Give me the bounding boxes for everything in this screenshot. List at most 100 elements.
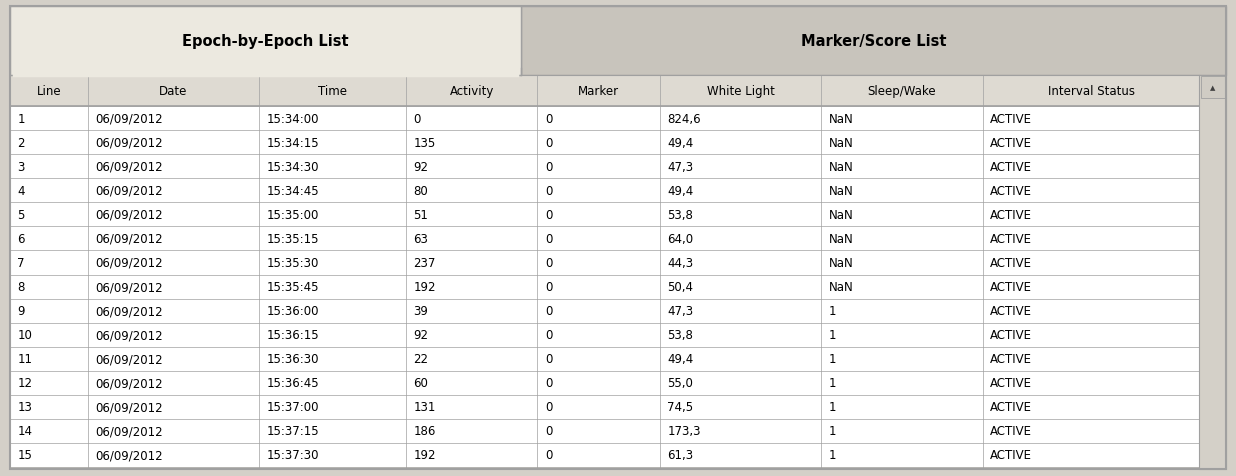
- Text: 1: 1: [828, 328, 837, 341]
- Text: 5: 5: [17, 208, 25, 221]
- Text: 44,3: 44,3: [667, 257, 693, 269]
- Text: ACTIVE: ACTIVE: [990, 112, 1032, 125]
- Bar: [10, 131, 1199, 155]
- Text: 47,3: 47,3: [667, 305, 693, 317]
- Bar: [10, 107, 1199, 131]
- Text: 186: 186: [413, 425, 435, 437]
- Text: ACTIVE: ACTIVE: [990, 137, 1032, 149]
- Text: 06/09/2012: 06/09/2012: [95, 377, 163, 389]
- Bar: [10, 323, 1199, 347]
- Text: 51: 51: [413, 208, 428, 221]
- Text: 1: 1: [828, 448, 837, 462]
- Text: ACTIVE: ACTIVE: [990, 353, 1032, 366]
- Text: 80: 80: [413, 184, 428, 198]
- Text: NaN: NaN: [828, 112, 854, 125]
- Text: 9: 9: [17, 305, 25, 317]
- Text: 49,4: 49,4: [667, 184, 693, 198]
- Text: ACTIVE: ACTIVE: [990, 160, 1032, 173]
- Text: ▲: ▲: [1210, 85, 1215, 91]
- Text: NaN: NaN: [828, 137, 854, 149]
- Text: 15: 15: [17, 448, 32, 462]
- Text: Marker/Score List: Marker/Score List: [801, 34, 946, 49]
- Text: 15:35:15: 15:35:15: [267, 232, 319, 246]
- Text: 0: 0: [545, 232, 552, 246]
- Text: 1: 1: [828, 377, 837, 389]
- Text: 10: 10: [17, 328, 32, 341]
- Text: 49,4: 49,4: [667, 353, 693, 366]
- Text: NaN: NaN: [828, 280, 854, 293]
- Text: 06/09/2012: 06/09/2012: [95, 305, 163, 317]
- Text: 0: 0: [413, 112, 420, 125]
- Bar: [10, 275, 1199, 299]
- Text: ACTIVE: ACTIVE: [990, 400, 1032, 414]
- Bar: [10, 76, 1226, 469]
- Text: ACTIVE: ACTIVE: [990, 448, 1032, 462]
- Text: ACTIVE: ACTIVE: [990, 328, 1032, 341]
- Text: 1: 1: [17, 112, 25, 125]
- Text: 13: 13: [17, 400, 32, 414]
- Text: Activity: Activity: [450, 85, 494, 98]
- Bar: [10, 443, 1199, 467]
- Bar: [10, 347, 1199, 371]
- Text: 06/09/2012: 06/09/2012: [95, 184, 163, 198]
- Text: 74,5: 74,5: [667, 400, 693, 414]
- Text: 173,3: 173,3: [667, 425, 701, 437]
- Text: 15:34:30: 15:34:30: [267, 160, 319, 173]
- Text: NaN: NaN: [828, 208, 854, 221]
- Text: 0: 0: [545, 328, 552, 341]
- Text: ACTIVE: ACTIVE: [990, 232, 1032, 246]
- Text: 11: 11: [17, 353, 32, 366]
- Text: 64,0: 64,0: [667, 232, 693, 246]
- Text: 6: 6: [17, 232, 25, 246]
- Text: 14: 14: [17, 425, 32, 437]
- Text: 0: 0: [545, 160, 552, 173]
- Bar: [10, 179, 1199, 203]
- Text: 55,0: 55,0: [667, 377, 693, 389]
- Text: 49,4: 49,4: [667, 137, 693, 149]
- Text: 39: 39: [413, 305, 428, 317]
- Text: 06/09/2012: 06/09/2012: [95, 448, 163, 462]
- Text: 06/09/2012: 06/09/2012: [95, 232, 163, 246]
- Bar: [1199, 76, 1226, 469]
- Text: 135: 135: [413, 137, 435, 149]
- Text: Date: Date: [159, 85, 188, 98]
- Text: 06/09/2012: 06/09/2012: [95, 112, 163, 125]
- Bar: [10, 203, 1199, 227]
- Text: Marker: Marker: [578, 85, 619, 98]
- Text: 15:37:00: 15:37:00: [267, 400, 319, 414]
- Text: 92: 92: [413, 160, 429, 173]
- Text: 8: 8: [17, 280, 25, 293]
- Text: NaN: NaN: [828, 232, 854, 246]
- Text: 192: 192: [413, 280, 436, 293]
- Text: 15:37:15: 15:37:15: [267, 425, 319, 437]
- Text: 15:35:30: 15:35:30: [267, 257, 319, 269]
- Text: ACTIVE: ACTIVE: [990, 257, 1032, 269]
- Text: 22: 22: [413, 353, 429, 366]
- Bar: [10, 76, 1199, 107]
- Text: 3: 3: [17, 160, 25, 173]
- Text: 0: 0: [545, 257, 552, 269]
- Text: Time: Time: [318, 85, 347, 98]
- Text: 1: 1: [828, 425, 837, 437]
- Text: 63: 63: [413, 232, 428, 246]
- Text: White Light: White Light: [707, 85, 775, 98]
- Bar: [10, 371, 1199, 395]
- Text: 0: 0: [545, 137, 552, 149]
- Text: 15:36:45: 15:36:45: [267, 377, 319, 389]
- Text: 0: 0: [545, 425, 552, 437]
- Text: Interval Status: Interval Status: [1048, 85, 1135, 98]
- Text: 1: 1: [828, 353, 837, 366]
- Text: 15:34:45: 15:34:45: [267, 184, 319, 198]
- Text: 7: 7: [17, 257, 25, 269]
- Text: 0: 0: [545, 377, 552, 389]
- Text: 15:36:30: 15:36:30: [267, 353, 319, 366]
- Text: ACTIVE: ACTIVE: [990, 425, 1032, 437]
- Text: 06/09/2012: 06/09/2012: [95, 208, 163, 221]
- Text: 15:35:00: 15:35:00: [267, 208, 319, 221]
- Text: 15:34:00: 15:34:00: [267, 112, 319, 125]
- Text: 131: 131: [413, 400, 435, 414]
- Text: 12: 12: [17, 377, 32, 389]
- Text: 0: 0: [545, 448, 552, 462]
- Text: 192: 192: [413, 448, 436, 462]
- Bar: [10, 251, 1199, 275]
